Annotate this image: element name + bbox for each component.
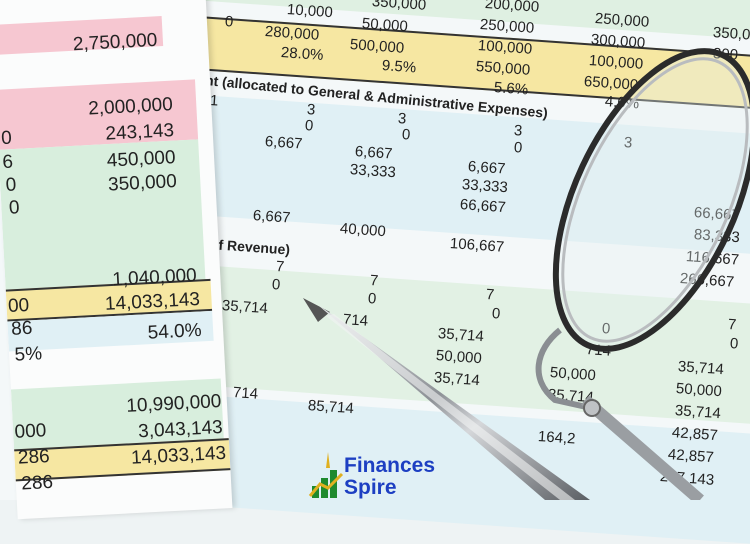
logo-text-line1: Finances [344, 454, 436, 477]
eyeglasses-icon [535, 48, 750, 500]
pen-and-glasses [303, 48, 750, 500]
pen-icon [303, 298, 590, 500]
logo-chart-icon [308, 452, 344, 498]
logo-text-line2: Spire [344, 476, 397, 499]
finances-spire-logo: Finances Spire [308, 450, 458, 500]
